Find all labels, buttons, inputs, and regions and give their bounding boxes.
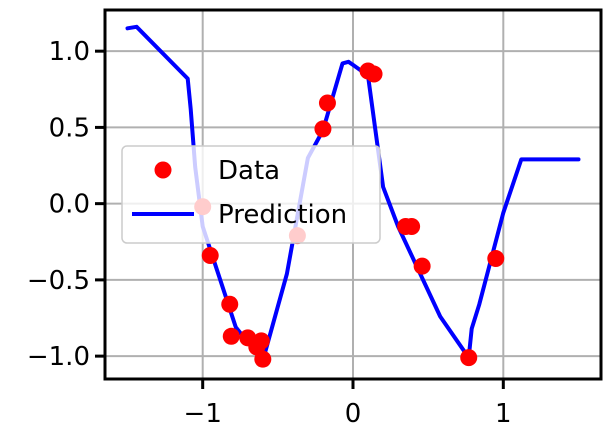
legend-prediction-label: Prediction	[218, 200, 347, 230]
data-point	[413, 257, 431, 275]
data-point	[254, 350, 272, 368]
data-point	[403, 218, 421, 236]
axes: −1 0 1 −1.0 −0.5 0.0 0.5 1.0	[27, 8, 603, 429]
data-point	[221, 295, 239, 313]
y-tick-label: −1.0	[27, 342, 90, 372]
x-tick-label: −1	[184, 399, 222, 429]
legend: Data Prediction	[121, 145, 381, 244]
x-tick-label: 0	[345, 399, 362, 429]
y-tick-label: 0.0	[49, 190, 90, 220]
x-tick-label: 1	[495, 399, 512, 429]
data-point	[252, 332, 270, 350]
y-tick-label: 1.0	[49, 37, 90, 67]
legend-box	[121, 145, 381, 244]
y-tick-label: −0.5	[27, 266, 90, 296]
data-point	[487, 250, 505, 268]
data-point	[314, 120, 332, 138]
data-point	[460, 349, 478, 367]
data-point	[201, 246, 219, 264]
data-point	[365, 65, 383, 83]
y-tick-label: 0.5	[49, 113, 90, 143]
data-point	[222, 327, 240, 345]
legend-data-label: Data	[218, 156, 280, 186]
legend-data-marker	[154, 161, 172, 179]
data-point	[318, 94, 336, 112]
